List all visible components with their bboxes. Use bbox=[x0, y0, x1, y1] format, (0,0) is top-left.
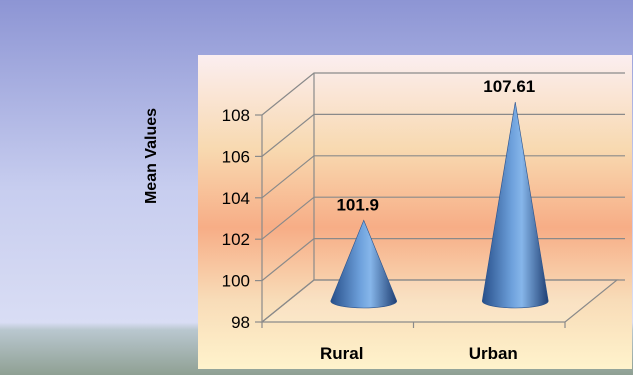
y-tick-label: 102 bbox=[222, 230, 250, 249]
y-axis-title: Mean Values bbox=[143, 108, 160, 204]
gridline bbox=[261, 113, 625, 157]
plot-area-background bbox=[198, 55, 632, 369]
data-label-urban: 107.61 bbox=[483, 77, 535, 96]
gridline bbox=[261, 72, 625, 116]
category-label-rural: Rural bbox=[320, 344, 363, 363]
y-tick-label: 100 bbox=[222, 272, 250, 291]
floor bbox=[260, 279, 619, 323]
y-axis-ticks: 98 100 102 104 106 108 bbox=[222, 106, 566, 332]
y-tick-label: 106 bbox=[222, 147, 250, 166]
cone-series bbox=[330, 102, 549, 309]
y-tick-label: 98 bbox=[231, 313, 250, 332]
data-labels: 101.9 107.61 bbox=[336, 77, 535, 214]
cone-rural bbox=[330, 219, 398, 309]
data-label-rural: 101.9 bbox=[336, 195, 379, 214]
cone-urban bbox=[481, 102, 549, 309]
category-labels: Rural Urban bbox=[320, 344, 518, 363]
y-tick-label: 108 bbox=[222, 106, 250, 125]
y-tick-label: 104 bbox=[222, 189, 250, 208]
category-label-urban: Urban bbox=[469, 344, 518, 363]
